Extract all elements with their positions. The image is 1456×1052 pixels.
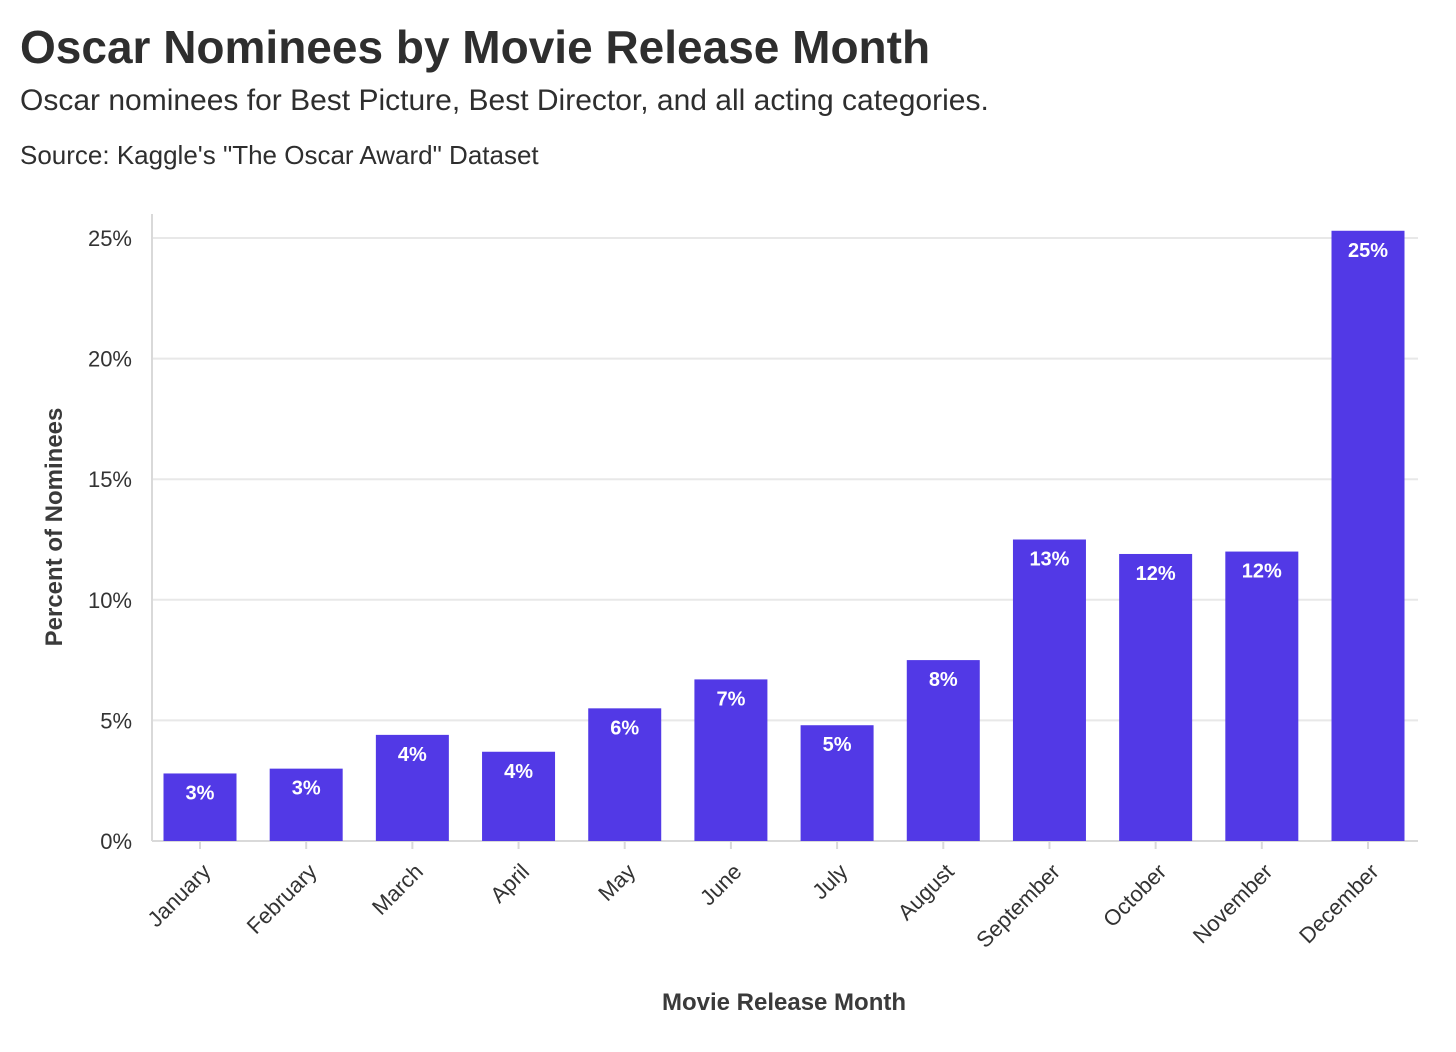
bar-may [588,708,662,841]
data-label-march: 4% [398,744,427,766]
y-tick-label: 15% [88,467,132,492]
y-tick-label: 25% [88,226,132,251]
data-label-september: 13% [1029,549,1069,571]
bar-september [1012,539,1086,841]
bar-august [906,660,980,841]
x-tick-label-october: October [1098,859,1171,932]
chart-subtitle: Oscar nominees for Best Picture, Best Di… [20,84,989,117]
bars [163,230,1405,841]
x-tick-label-february: February [242,859,322,939]
x-tick-label-november: November [1188,859,1277,948]
x-tick-label-june: June [695,859,746,910]
bar-march [375,734,449,841]
x-tick-label-april: April [485,859,534,908]
y-tick-label: 20% [88,347,132,372]
axes [151,214,1418,849]
x-axis-label: Movie Release Month [662,989,906,1016]
y-tick-label: 10% [88,588,132,613]
data-label-may: 6% [610,717,639,739]
data-label-august: 8% [929,669,958,691]
bar-november [1225,551,1299,841]
data-label-april: 4% [504,761,533,783]
bar-december [1331,230,1405,841]
x-tick-label-july: July [807,859,852,904]
bar-july [800,725,874,841]
y-tick-label: 0% [100,829,132,854]
bar-february [269,768,343,841]
x-tick-label-december: December [1294,859,1383,948]
y-tick-label: 5% [100,708,132,733]
data-label-january: 3% [186,782,215,804]
grid-lines [152,237,1418,722]
data-label-november: 12% [1242,561,1282,583]
x-tick-label-january: January [143,859,216,932]
data-label-october: 12% [1136,563,1176,585]
chart-title: Oscar Nominees by Movie Release Month [20,21,931,73]
data-labels: 3% 3% 4% 4% 6% 7% 5% 8% 13% 12% 12% 25% [186,240,1389,805]
x-tick-label-september: September [971,859,1065,953]
chart-source: Source: Kaggle's "The Oscar Award" Datas… [20,140,539,170]
data-label-july: 5% [823,734,852,756]
data-label-december: 25% [1348,240,1388,262]
y-axis-label: Percent of Nominees [41,408,68,647]
data-label-february: 3% [292,778,321,800]
data-label-june: 7% [716,688,745,710]
bar-october [1119,553,1193,841]
x-tick-label-march: March [367,859,428,920]
bar-june [694,679,768,841]
bar-april [482,751,556,841]
x-tick-label-august: August [893,859,959,925]
bar-january [163,773,237,841]
x-tick-label-may: May [593,859,640,906]
